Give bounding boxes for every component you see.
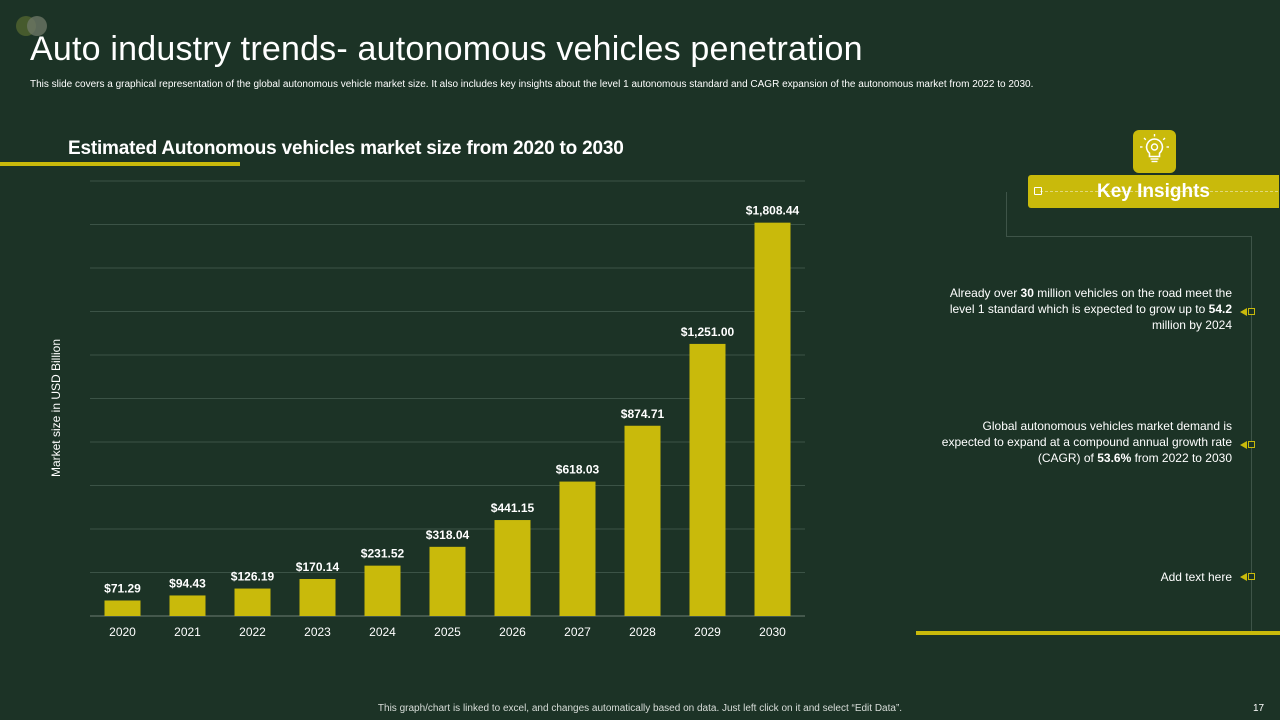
x-tick-label: 2022: [239, 625, 266, 639]
insight-text-run: Add text here: [1160, 570, 1232, 584]
bar-chart: $71.29 2020 $94.43 2021 $126.19 2022 $170.14 20…: [90, 180, 805, 639]
bar-2022: [234, 588, 271, 616]
panel-connector-line: [1251, 236, 1252, 632]
logo-dot-right: [27, 16, 47, 36]
insight-text-run: million vehicles on the road meet the le…: [949, 286, 1232, 316]
x-tick-label: 2030: [759, 625, 786, 639]
banner-dashed-line: [1040, 191, 1278, 192]
chart-title-underline: [0, 162, 240, 166]
x-tick-label: 2029: [694, 625, 721, 639]
slide-subtitle: This slide covers a graphical representa…: [30, 79, 1034, 90]
x-tick-label: 2020: [109, 625, 136, 639]
x-tick-label: 2027: [564, 625, 591, 639]
x-tick-label: 2024: [369, 625, 396, 639]
data-label: $231.52: [361, 547, 405, 561]
insight-marker-icon: [1240, 307, 1258, 317]
insight-text-3: Add text here: [932, 569, 1232, 585]
bar-2024: [364, 565, 401, 616]
bar-2025: [429, 546, 466, 616]
page-number: 17: [1253, 703, 1265, 714]
insight-text-run: from 2022 to 2030: [1131, 451, 1232, 465]
lightbulb-gear-icon: [1133, 130, 1176, 173]
data-label: $126.19: [231, 570, 275, 584]
panel-bracket-horizontal: [1006, 236, 1252, 237]
insight-text-2: Global autonomous vehicles market demand…: [932, 418, 1232, 466]
insight-text-run: Already over: [949, 286, 1021, 300]
data-label: $71.29: [104, 581, 141, 595]
x-tick-label: 2021: [174, 625, 201, 639]
x-tick-label: 2026: [499, 625, 526, 639]
insight-text-run: 53.6%: [1097, 451, 1132, 465]
data-label: $874.71: [621, 407, 665, 421]
insight-marker-icon: [1240, 572, 1258, 582]
data-label: $318.04: [426, 528, 470, 542]
panel-bottom-bar: [916, 631, 1280, 635]
x-tick-label: 2025: [434, 625, 461, 639]
data-label: $618.03: [556, 463, 600, 477]
bar-2026: [494, 520, 531, 616]
panel-bracket-vertical: [1006, 192, 1007, 237]
data-label: $170.14: [296, 560, 340, 574]
x-tick-label: 2028: [629, 625, 656, 639]
insight-text-1: Already over 30 million vehicles on the …: [932, 285, 1232, 333]
bar-2023: [299, 578, 336, 616]
key-insights-heading: Key Insights: [1097, 181, 1210, 202]
bar-2030: [754, 222, 791, 616]
insight-text-run: 30: [1020, 286, 1034, 300]
insight-text-run: million by 2024: [1151, 318, 1232, 332]
insight-text-run: 54.2: [1208, 302, 1232, 316]
bar-2028: [624, 425, 661, 616]
data-label: $94.43: [169, 576, 206, 590]
insight-marker-icon: [1240, 440, 1258, 450]
bar-2020: [104, 600, 141, 616]
logo-dots: [16, 16, 50, 36]
data-label: $441.15: [491, 501, 535, 515]
x-tick-label: 2023: [304, 625, 331, 639]
banner-square-icon: [1034, 187, 1042, 195]
bar-2027: [559, 481, 596, 616]
key-insights-banner: Key Insights: [1028, 175, 1279, 208]
chart-title: Estimated Autonomous vehicles market siz…: [68, 138, 624, 159]
data-label: $1,808.44: [746, 204, 800, 218]
bar-2021: [169, 595, 206, 616]
slide-title: Auto industry trends- autonomous vehicle…: [30, 30, 863, 68]
insight-text-run: Global autonomous vehicles market demand…: [941, 419, 1232, 465]
data-label: $1,251.00: [681, 325, 735, 339]
bar-2029: [689, 343, 726, 616]
footer-note: This graph/chart is linked to excel, and…: [377, 703, 903, 714]
